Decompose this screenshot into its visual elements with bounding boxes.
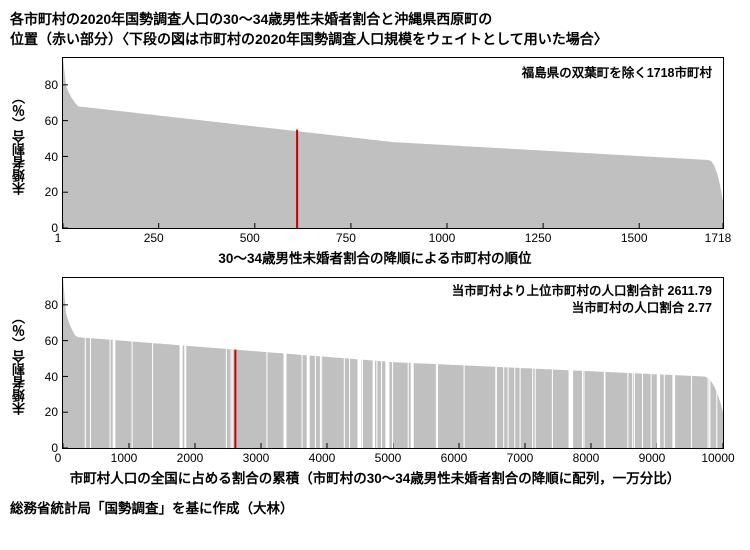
chart-2: 未婚者割合（％） 806040200 当市町村より上位市町村の人口割合計 261… xyxy=(10,277,740,487)
chart2-xticks: 0100020003000400050006000700080009000100… xyxy=(58,449,718,465)
chart1-xlabel: 30～34歳男性未婚者割合の降順による市町村の順位 xyxy=(10,247,740,267)
source-line: 総務省統計局「国勢調査」を基に作成（大林） xyxy=(10,497,740,517)
chart1-annotation: 福島県の双葉町を除く1718市町村 xyxy=(520,65,714,82)
chart2-ylabel: 未婚者割合（％） xyxy=(10,311,28,415)
chart1-yticks: 806040200 xyxy=(32,58,62,228)
chart2-yticks: 806040200 xyxy=(32,278,62,448)
page-title: 各市町村の2020年国勢調査人口の30～34歳男性未婚者割合と沖縄県西原町の 位… xyxy=(10,10,740,49)
chart-1: 未婚者割合（％） 806040200 福島県の双葉町を除く1718市町村 125… xyxy=(10,57,740,267)
title-line-1: 各市町村の2020年国勢調査人口の30～34歳男性未婚者割合と沖縄県西原町の xyxy=(10,11,492,27)
chart2-annotation: 当市町村より上位市町村の人口割合計 2611.79 当市町村の人口割合 2.77 xyxy=(450,283,714,317)
chart1-xticks: 12505007501000125015001718 xyxy=(58,229,718,245)
chart1-ylabel: 未婚者割合（％） xyxy=(10,91,28,195)
chart1-plot xyxy=(62,57,724,229)
chart2-xlabel: 市町村人口の全国に占める割合の累積（市町村の30～34歳男性未婚者割合の降順に配… xyxy=(10,467,740,487)
title-line-2: 位置（赤い部分）〈下段の図は市町村の2020年国勢調査人口規模をウェイトとして用… xyxy=(10,31,608,47)
